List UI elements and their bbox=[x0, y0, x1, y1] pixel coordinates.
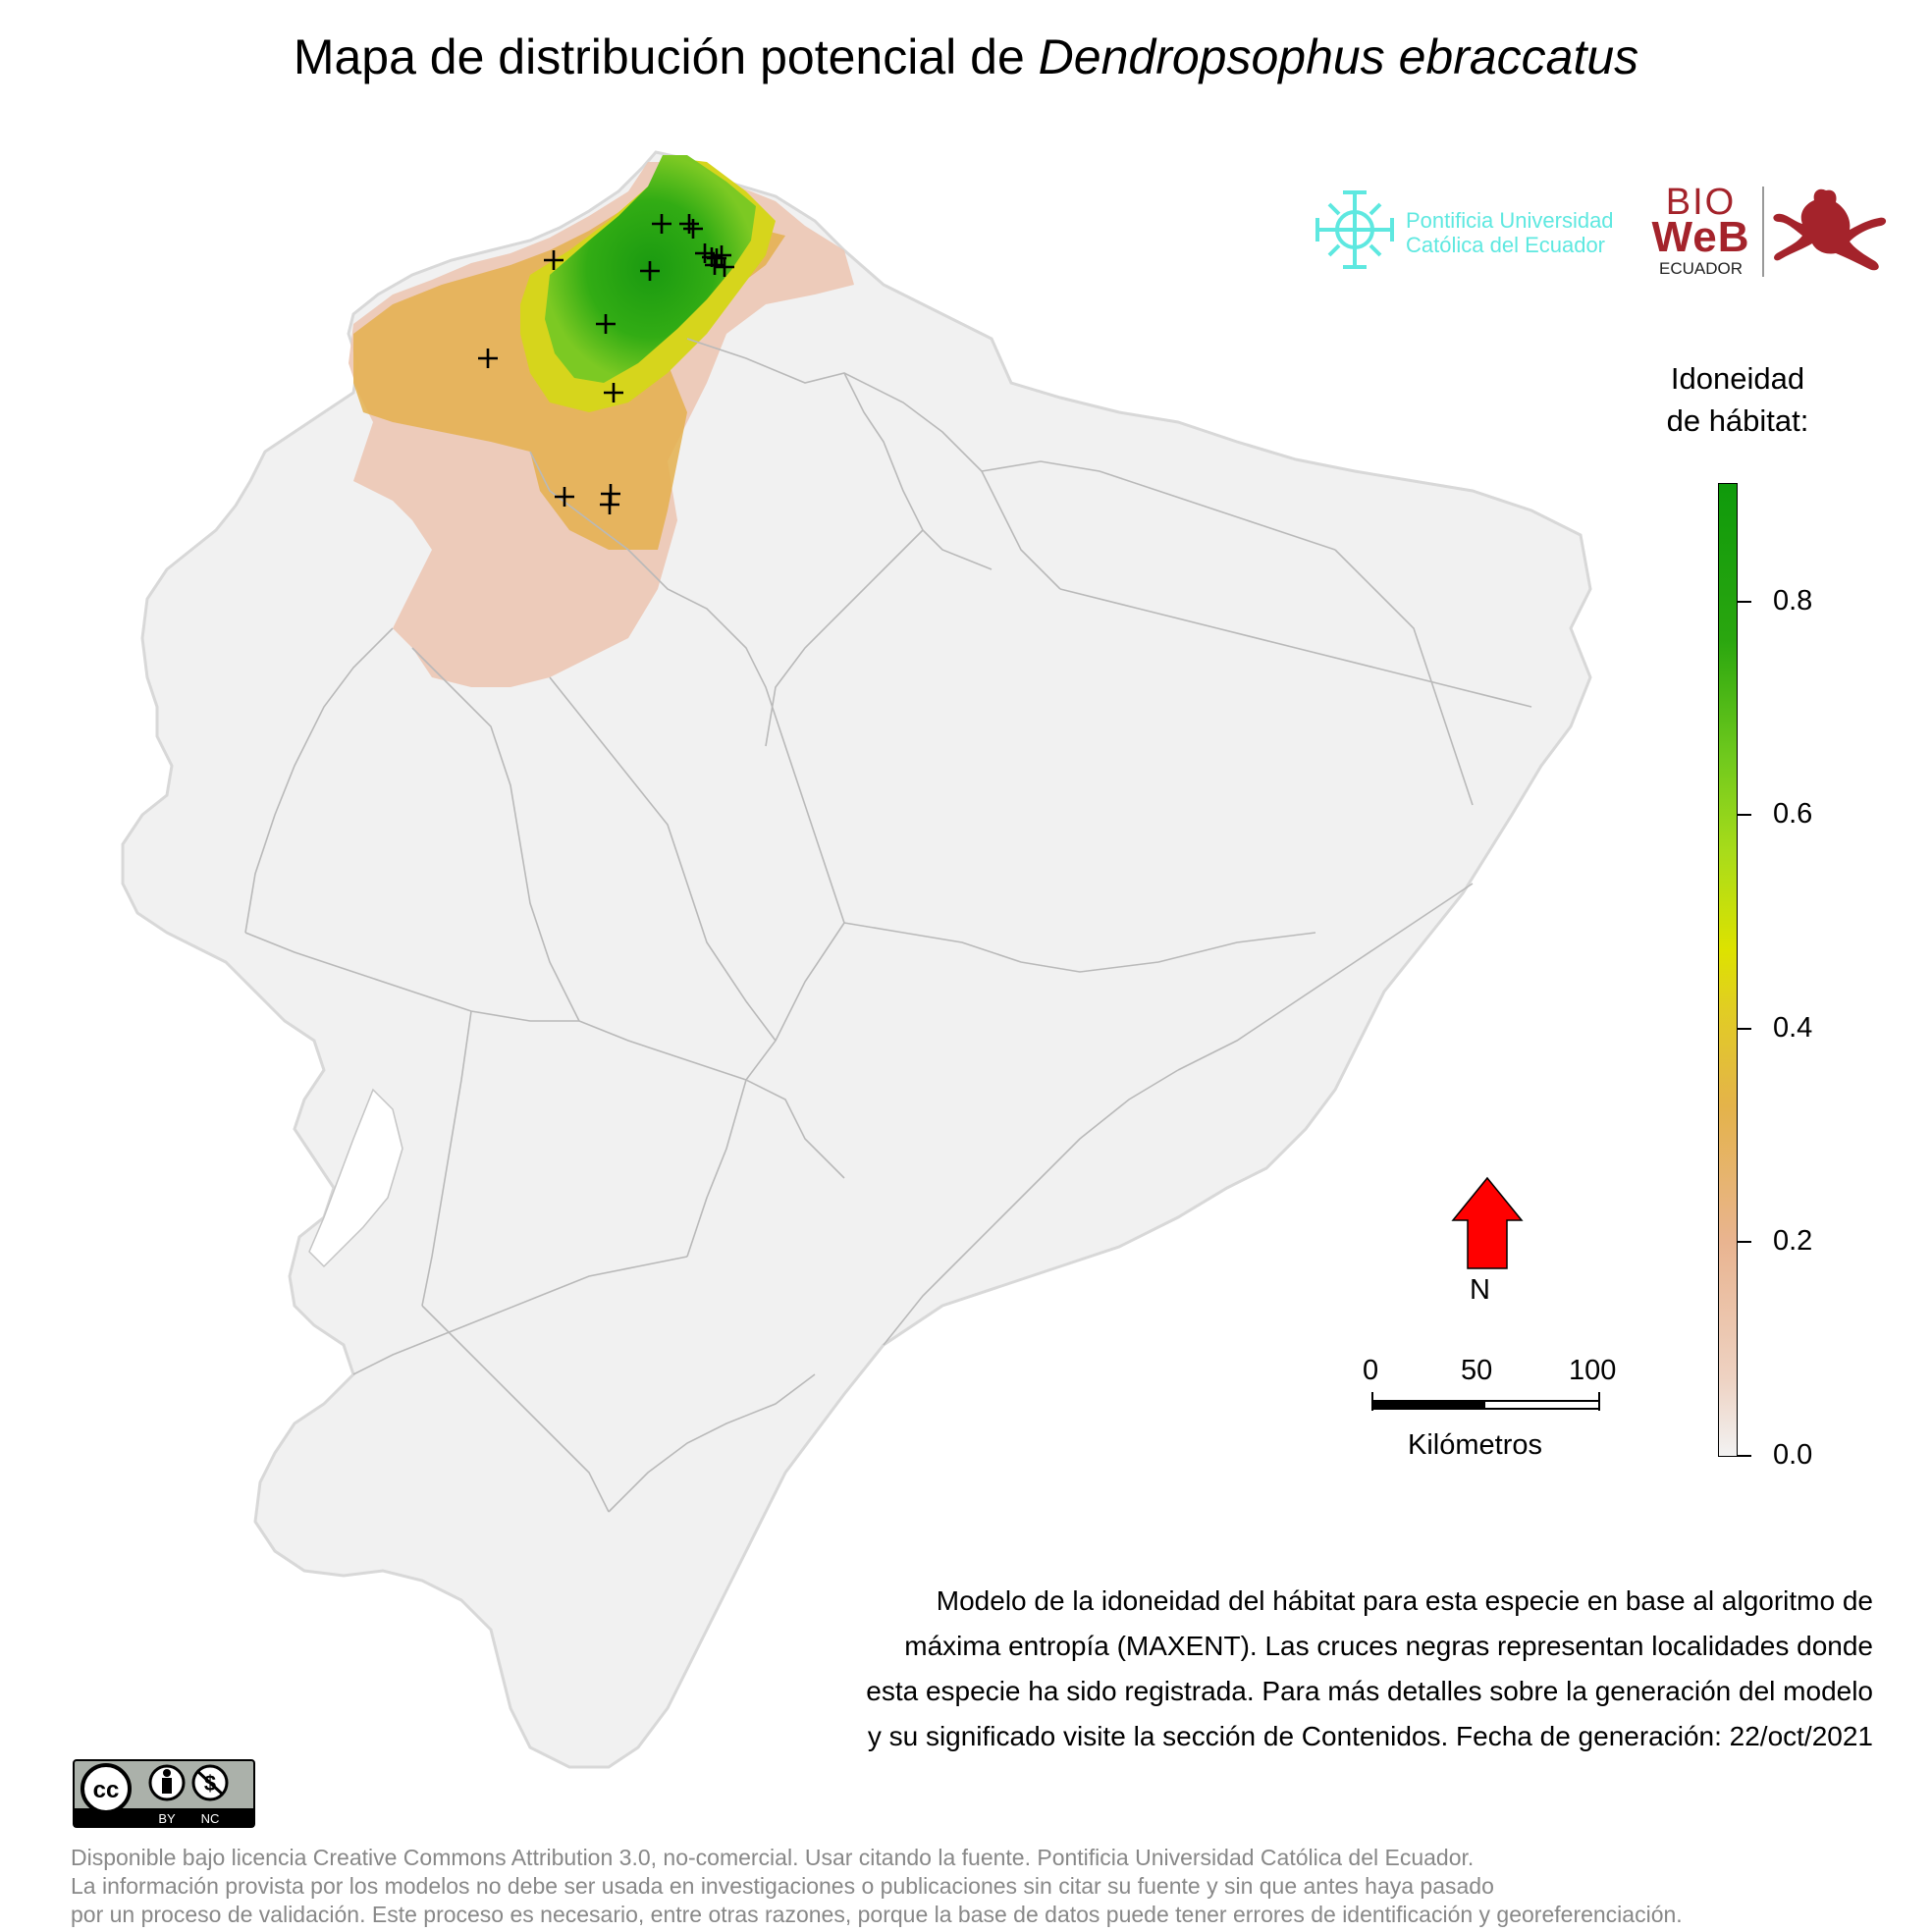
legend-colorbar bbox=[1718, 483, 1738, 1457]
gulf-islands bbox=[308, 1088, 403, 1268]
province-boundaries bbox=[244, 338, 1532, 1513]
country-outline bbox=[121, 150, 1592, 1769]
puce-name-line1: Pontificia Universidad bbox=[1406, 208, 1614, 233]
scale-unit-label: Kilómetros bbox=[1408, 1429, 1542, 1461]
puce-name: Pontificia Universidad Católica del Ecua… bbox=[1406, 208, 1614, 257]
occurrence-cross bbox=[705, 255, 724, 275]
legend-tick-label: 0.6 bbox=[1773, 798, 1813, 831]
license-line1: Disponible bajo licencia Creative Common… bbox=[71, 1845, 1475, 1870]
legend-title: Idoneidad de hábitat: bbox=[1630, 357, 1846, 442]
caption-line4: y su significado visite la sección de Co… bbox=[867, 1721, 1873, 1751]
scale-label-0: 0 bbox=[1363, 1355, 1379, 1386]
legend-tick-label: 0.0 bbox=[1773, 1439, 1813, 1471]
occurrence-cross bbox=[544, 250, 564, 270]
license-line2: La información provista por los modelos … bbox=[71, 1873, 1494, 1899]
bioweb-web-text: WeB bbox=[1651, 213, 1750, 261]
legend-tick bbox=[1738, 814, 1751, 817]
legend-title-line2: de hábitat: bbox=[1666, 403, 1809, 438]
cc-nc-label: NC bbox=[201, 1811, 220, 1826]
map-title-species: Dendropsophus ebraccatus bbox=[1038, 29, 1639, 84]
svg-text:cc: cc bbox=[93, 1777, 120, 1803]
bioweb-divider bbox=[1762, 187, 1764, 277]
legend-tick bbox=[1738, 1027, 1751, 1030]
legend-tick-label: 0.4 bbox=[1773, 1011, 1813, 1044]
frog-icon bbox=[1767, 183, 1895, 286]
occurrence-cross bbox=[683, 219, 703, 239]
scale-bar bbox=[1371, 1392, 1600, 1411]
legend-tick bbox=[1738, 1455, 1751, 1457]
bioweb-logo: BIO WeB ECUADOR bbox=[1644, 182, 1757, 279]
cc-by-label: BY bbox=[158, 1811, 176, 1826]
bioweb-ecuador-text: ECUADOR bbox=[1658, 259, 1743, 278]
legend-tick-label: 0.2 bbox=[1773, 1225, 1813, 1258]
occurrence-cross bbox=[600, 495, 619, 514]
north-label: N bbox=[1470, 1274, 1490, 1306]
license-line3: por un proceso de validación. Este proce… bbox=[71, 1902, 1683, 1927]
occurrence-cross bbox=[478, 349, 498, 368]
map-title: Mapa de distribución potencial de Dendro… bbox=[0, 27, 1932, 86]
occurrence-cross bbox=[640, 261, 660, 281]
map-title-prefix: Mapa de distribución potencial de bbox=[293, 29, 1039, 84]
puce-logo bbox=[1310, 185, 1400, 280]
bioweb-bio-text: BIO bbox=[1665, 182, 1737, 223]
legend-tick bbox=[1738, 600, 1751, 603]
occurrence-cross bbox=[715, 257, 734, 277]
occurrence-cross bbox=[652, 214, 671, 234]
license-text: Disponible bajo licencia Creative Common… bbox=[71, 1844, 1683, 1929]
occurrence-cross bbox=[596, 314, 616, 334]
legend-title-line1: Idoneidad bbox=[1670, 361, 1805, 396]
scale-label-50: 50 bbox=[1461, 1355, 1493, 1386]
legend-tick bbox=[1738, 1241, 1751, 1244]
cc-license-badge: cc $ BY NC bbox=[73, 1759, 255, 1833]
caption-line3: esta especie ha sido registrada. Para má… bbox=[866, 1676, 1873, 1706]
caption-line2: máxima entropía (MAXENT). Las cruces neg… bbox=[904, 1631, 1873, 1661]
occurrence-points bbox=[478, 214, 734, 514]
occurrence-cross bbox=[604, 383, 623, 402]
occurrence-cross bbox=[679, 214, 699, 234]
caption-line1: Modelo de la idoneidad del hábitat para … bbox=[936, 1585, 1873, 1616]
north-arrow bbox=[1451, 1176, 1524, 1269]
occurrence-cross bbox=[555, 487, 574, 507]
map-caption: Modelo de la idoneidad del hábitat para … bbox=[746, 1579, 1873, 1759]
legend-tick-label: 0.8 bbox=[1773, 584, 1813, 617]
scale-label-100: 100 bbox=[1569, 1355, 1617, 1386]
puce-name-line2: Católica del Ecuador bbox=[1406, 233, 1606, 257]
puce-cross-icon bbox=[1315, 190, 1394, 269]
